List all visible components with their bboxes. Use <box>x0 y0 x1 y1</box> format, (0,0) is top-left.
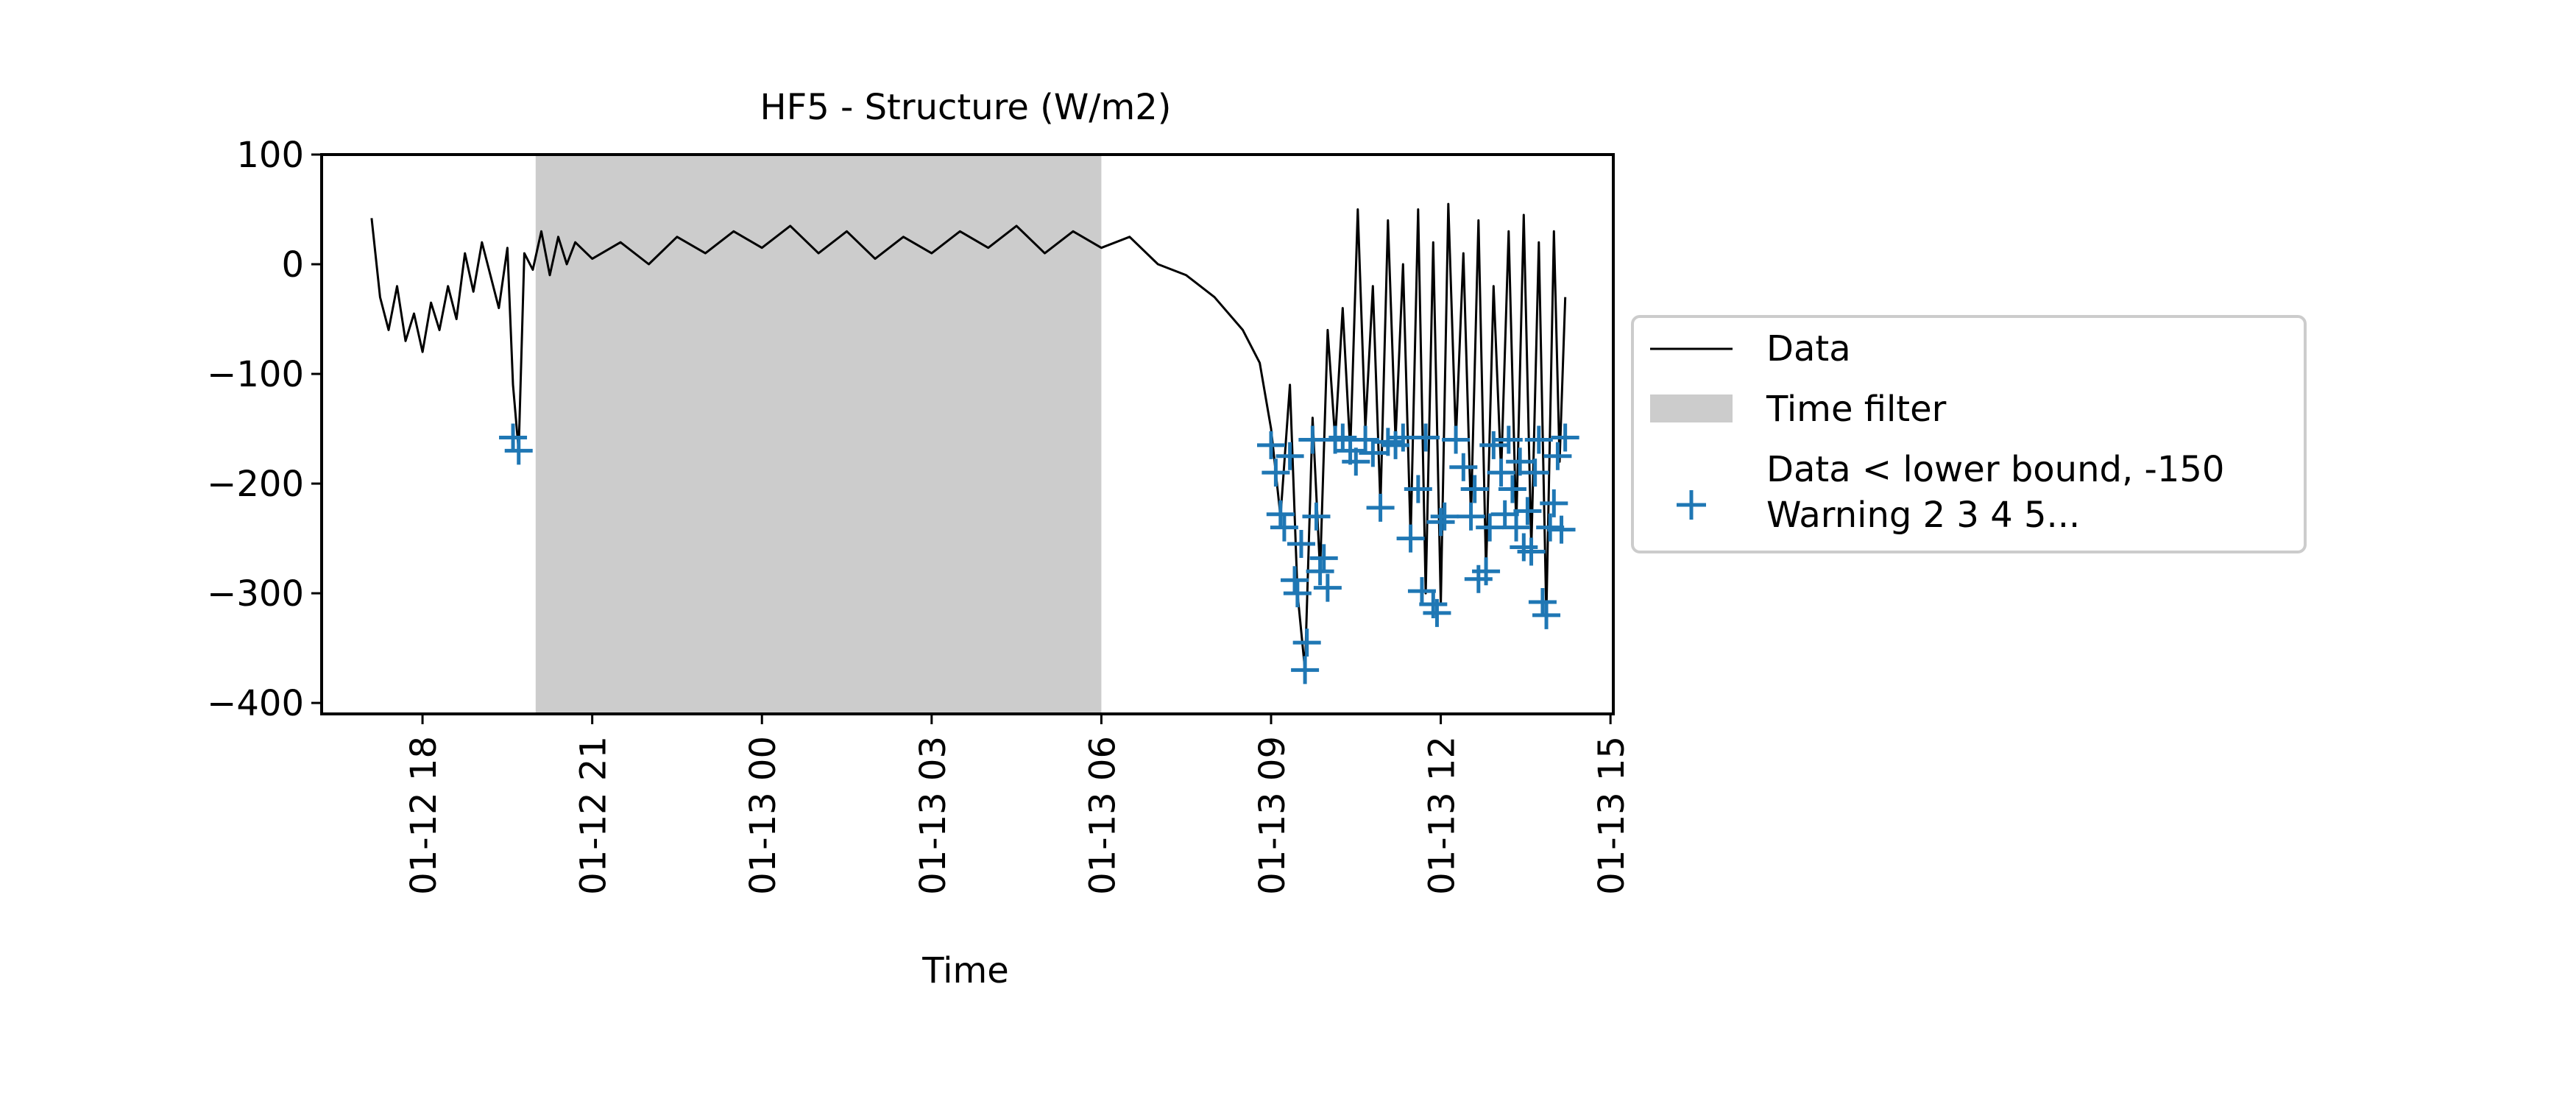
legend-label-time-filter: Time filter <box>1766 389 1947 430</box>
x-tick-label: 01-13 03 <box>913 736 954 895</box>
y-tick-label: 100 <box>236 135 304 176</box>
legend-frame <box>1631 315 2307 553</box>
marker-point <box>1287 530 1315 559</box>
marker-point <box>1460 475 1489 503</box>
marker-point <box>1256 431 1285 459</box>
marker-point <box>1476 513 1504 542</box>
marker-point <box>1366 493 1395 522</box>
marker-point <box>1283 579 1312 608</box>
marker-point <box>1498 475 1526 503</box>
marker-point <box>1472 557 1501 586</box>
marker-point <box>1536 513 1565 542</box>
axes: 100 0 −100 −200 −300 −400 01-12 18 01-12 21 01-1… <box>207 135 1632 895</box>
marker-point <box>1490 500 1519 528</box>
marker-point <box>1292 629 1321 657</box>
marker-point <box>1547 515 1576 544</box>
marker-point <box>499 423 528 452</box>
axes-frame <box>320 153 1615 715</box>
marker-point <box>1270 513 1298 542</box>
marker-point <box>1532 601 1561 629</box>
marker-point <box>1524 425 1553 454</box>
marker-point <box>1487 459 1515 487</box>
marker-point <box>1528 588 1557 616</box>
marker-point <box>1306 557 1334 586</box>
marker-point <box>1359 439 1387 467</box>
marker-point <box>1404 475 1432 503</box>
marker-point <box>1543 442 1572 470</box>
x-axis-label: Time <box>921 950 1008 991</box>
marker-point <box>1449 453 1478 481</box>
marker-point <box>1551 423 1579 452</box>
y-tick-label: −200 <box>207 464 304 505</box>
marker-point <box>1513 497 1542 526</box>
marker-point <box>1517 537 1546 566</box>
marker-point <box>1302 502 1331 531</box>
plot-area <box>370 155 1579 714</box>
marker-point <box>1309 544 1338 573</box>
marker-point <box>1407 577 1436 606</box>
x-tick-label: 01-13 12 <box>1422 736 1463 895</box>
marker-point <box>1291 656 1320 684</box>
marker-point <box>1521 459 1549 487</box>
marker-point <box>504 436 533 465</box>
marker-point <box>1479 431 1508 459</box>
marker-point <box>1313 573 1342 602</box>
x-tick-label: 01-12 18 <box>403 736 445 895</box>
marker-point <box>1266 500 1295 528</box>
x-tick-label: 01-13 00 <box>743 736 784 895</box>
marker-point <box>1430 502 1459 531</box>
legend-swatch-marker <box>1677 490 1706 520</box>
marker-point <box>1502 513 1531 542</box>
x-tick-label: 01-13 09 <box>1252 736 1293 895</box>
y-tick-label: −300 <box>207 573 304 615</box>
marker-point <box>1540 489 1568 517</box>
legend: Data Time filter Data < lower bound, -150 W… <box>1631 315 2307 553</box>
legend-label-data: Data <box>1766 328 1851 369</box>
marker-point <box>1506 447 1535 476</box>
marker-point <box>1426 508 1455 537</box>
y-tick-label: −100 <box>207 354 304 395</box>
legend-label-marker-line-2: Warning 2 3 4 5... <box>1766 495 2080 536</box>
marker-point <box>1412 423 1440 452</box>
marker-point <box>1262 459 1290 487</box>
marker-point <box>1342 447 1370 476</box>
y-tick-label: −400 <box>207 683 304 724</box>
marker-point <box>1423 598 1451 627</box>
marker-point <box>1457 502 1485 531</box>
legend-label-marker-line-1: Data < lower bound, -150 <box>1766 449 2224 490</box>
x-tick-label: 01-12 21 <box>573 736 615 895</box>
marker-point <box>1442 425 1471 454</box>
legend-swatch-time-filter <box>1650 394 1733 422</box>
marker-point <box>1281 566 1309 595</box>
time-filter-band <box>535 155 1102 714</box>
marker-point <box>1275 442 1304 470</box>
marker-point <box>1494 425 1523 454</box>
y-tick-label: 0 <box>281 244 304 286</box>
marker-point <box>1396 524 1425 553</box>
x-tick-label: 01-13 06 <box>1082 736 1123 895</box>
chart-title: HF5 - Structure (W/m2) <box>760 87 1171 128</box>
x-tick-label: 01-13 15 <box>1591 736 1632 895</box>
